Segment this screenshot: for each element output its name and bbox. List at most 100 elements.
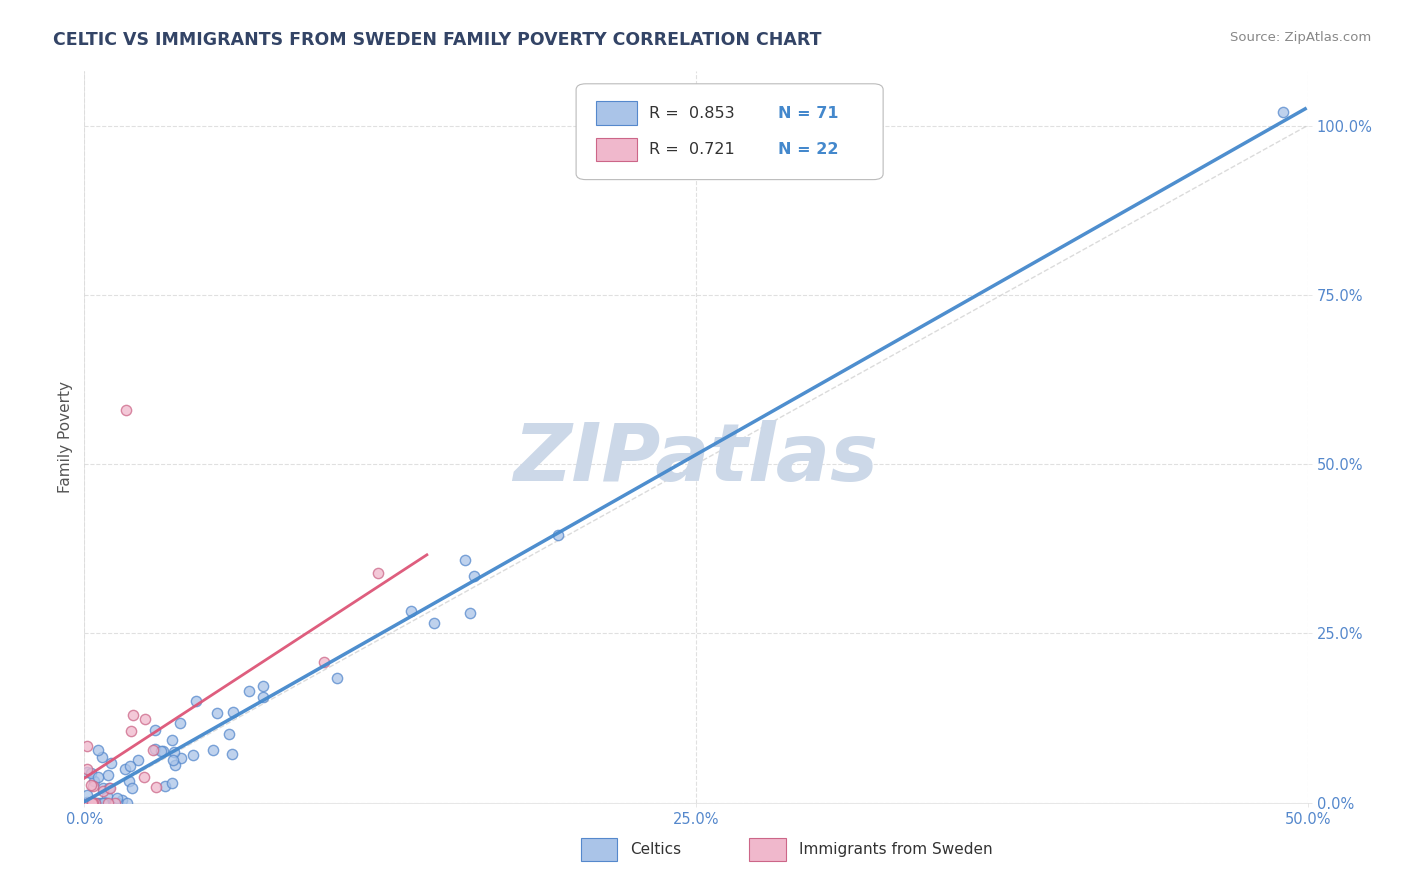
Point	[152, 744, 174, 758]
Point	[77, 796, 100, 810]
Point	[76, 739, 98, 753]
Point	[221, 705, 243, 719]
Point	[153, 780, 176, 794]
Point	[91, 784, 114, 798]
Point	[326, 671, 349, 685]
Point	[218, 727, 240, 741]
Point	[76, 789, 98, 803]
Text: ZIPatlas: ZIPatlas	[513, 420, 879, 498]
Point	[134, 712, 156, 726]
Point	[76, 796, 98, 810]
Point	[252, 690, 274, 705]
Point	[93, 796, 115, 810]
Point	[122, 707, 145, 722]
Point	[94, 796, 117, 810]
Point	[150, 744, 173, 758]
Point	[87, 743, 110, 757]
Point	[82, 780, 104, 794]
Point	[83, 796, 105, 810]
Point	[115, 403, 138, 417]
Text: R =  0.721: R = 0.721	[650, 142, 735, 157]
Point	[143, 742, 166, 756]
Point	[163, 758, 186, 772]
Text: Immigrants from Sweden: Immigrants from Sweden	[799, 842, 993, 856]
Point	[76, 796, 98, 810]
Text: R =  0.853: R = 0.853	[650, 105, 735, 120]
Point	[91, 749, 114, 764]
Point	[169, 715, 191, 730]
Point	[96, 789, 118, 804]
Point	[93, 796, 115, 810]
Point	[80, 778, 103, 792]
Point	[82, 796, 104, 810]
Text: Celtics: Celtics	[630, 842, 681, 856]
Text: Source: ZipAtlas.com: Source: ZipAtlas.com	[1230, 31, 1371, 45]
Point	[82, 796, 104, 810]
Point	[121, 781, 143, 796]
Point	[94, 796, 117, 810]
Point	[114, 763, 136, 777]
Point	[238, 684, 260, 698]
FancyBboxPatch shape	[596, 102, 637, 125]
Point	[84, 796, 107, 810]
Point	[80, 796, 103, 810]
Point	[98, 780, 121, 795]
Text: N = 71: N = 71	[778, 105, 838, 120]
Point	[145, 780, 167, 794]
Point	[186, 694, 208, 708]
Point	[100, 756, 122, 771]
Point	[163, 745, 186, 759]
Point	[120, 724, 142, 739]
Point	[367, 566, 389, 581]
Point	[83, 796, 105, 810]
Point	[97, 768, 120, 782]
Text: N = 22: N = 22	[778, 142, 838, 157]
Point	[312, 656, 335, 670]
Point	[104, 796, 127, 810]
Point	[399, 603, 422, 617]
Point	[181, 748, 204, 763]
Point	[118, 773, 141, 788]
Point	[77, 796, 100, 810]
Point	[201, 743, 224, 757]
Point	[1272, 105, 1295, 120]
Point	[463, 568, 485, 582]
Y-axis label: Family Poverty: Family Poverty	[58, 381, 73, 493]
Point	[91, 780, 114, 795]
Point	[111, 793, 134, 807]
Point	[117, 796, 139, 810]
Text: CELTIC VS IMMIGRANTS FROM SWEDEN FAMILY POVERTY CORRELATION CHART: CELTIC VS IMMIGRANTS FROM SWEDEN FAMILY …	[53, 31, 823, 49]
Point	[90, 796, 112, 810]
Point	[162, 776, 184, 790]
Point	[547, 528, 569, 542]
Point	[107, 796, 129, 810]
Point	[454, 553, 477, 567]
Point	[142, 742, 165, 756]
Point	[127, 753, 149, 767]
FancyBboxPatch shape	[596, 138, 637, 161]
Point	[80, 796, 103, 810]
Point	[97, 796, 120, 810]
Point	[87, 796, 110, 810]
Point	[118, 759, 141, 773]
Point	[205, 706, 228, 720]
Point	[143, 723, 166, 737]
Point	[76, 762, 98, 776]
Point	[162, 753, 184, 767]
Point	[252, 679, 274, 693]
Point	[80, 796, 103, 810]
Point	[83, 774, 105, 789]
Point	[93, 796, 115, 810]
Point	[162, 732, 184, 747]
FancyBboxPatch shape	[576, 84, 883, 179]
Point	[423, 615, 446, 630]
Point	[84, 796, 107, 810]
Point	[98, 780, 121, 795]
Point	[132, 770, 155, 784]
Point	[76, 765, 98, 780]
Point	[221, 747, 243, 761]
Point	[105, 790, 128, 805]
Point	[80, 765, 103, 780]
Point	[458, 606, 481, 620]
Point	[170, 750, 193, 764]
